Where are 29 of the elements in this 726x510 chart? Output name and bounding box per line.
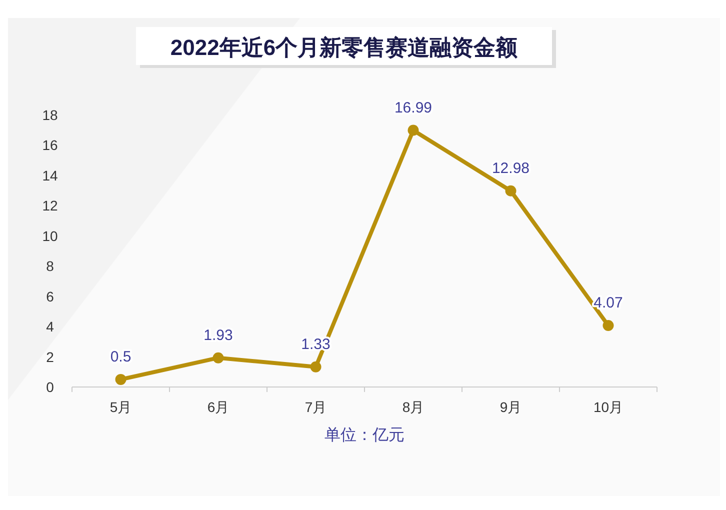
- x-tick-label: 6月: [207, 399, 230, 415]
- y-tick-label: 16: [42, 137, 58, 154]
- x-tick-label: 10月: [593, 399, 624, 415]
- y-tick-label: 14: [42, 167, 58, 184]
- point: [408, 124, 419, 136]
- point: [212, 352, 224, 364]
- x-axis-title: 单位：亿元: [324, 426, 404, 444]
- point: [602, 320, 614, 331]
- point: [505, 185, 516, 196]
- y-tick-label: 10: [42, 228, 58, 244]
- chart-title: 2022年近6个月新零售赛道融资金额: [170, 35, 519, 60]
- data-label: 12.98: [492, 160, 530, 177]
- data-label: 1.93: [204, 326, 233, 344]
- y-tick-label: 2: [46, 348, 54, 365]
- x-tick-label: 7月: [304, 399, 327, 415]
- point: [310, 361, 322, 372]
- y-tick-label: 18: [42, 107, 58, 123]
- y-tick-label: 0: [46, 379, 54, 395]
- y-tick-label: 12: [42, 198, 58, 214]
- data-label: 4.07: [594, 294, 623, 312]
- x-tick-label: 9月: [500, 399, 522, 415]
- x-tick-label: 8月: [402, 399, 424, 415]
- data-label: 16.99: [394, 99, 432, 116]
- point: [115, 374, 126, 385]
- y-tick-label: 8: [46, 258, 54, 274]
- data-label: 0.5: [110, 348, 132, 366]
- y-tick-label: 4: [46, 318, 54, 335]
- y-tick-label: 6: [46, 288, 54, 304]
- x-tick-label: 5月: [110, 399, 132, 415]
